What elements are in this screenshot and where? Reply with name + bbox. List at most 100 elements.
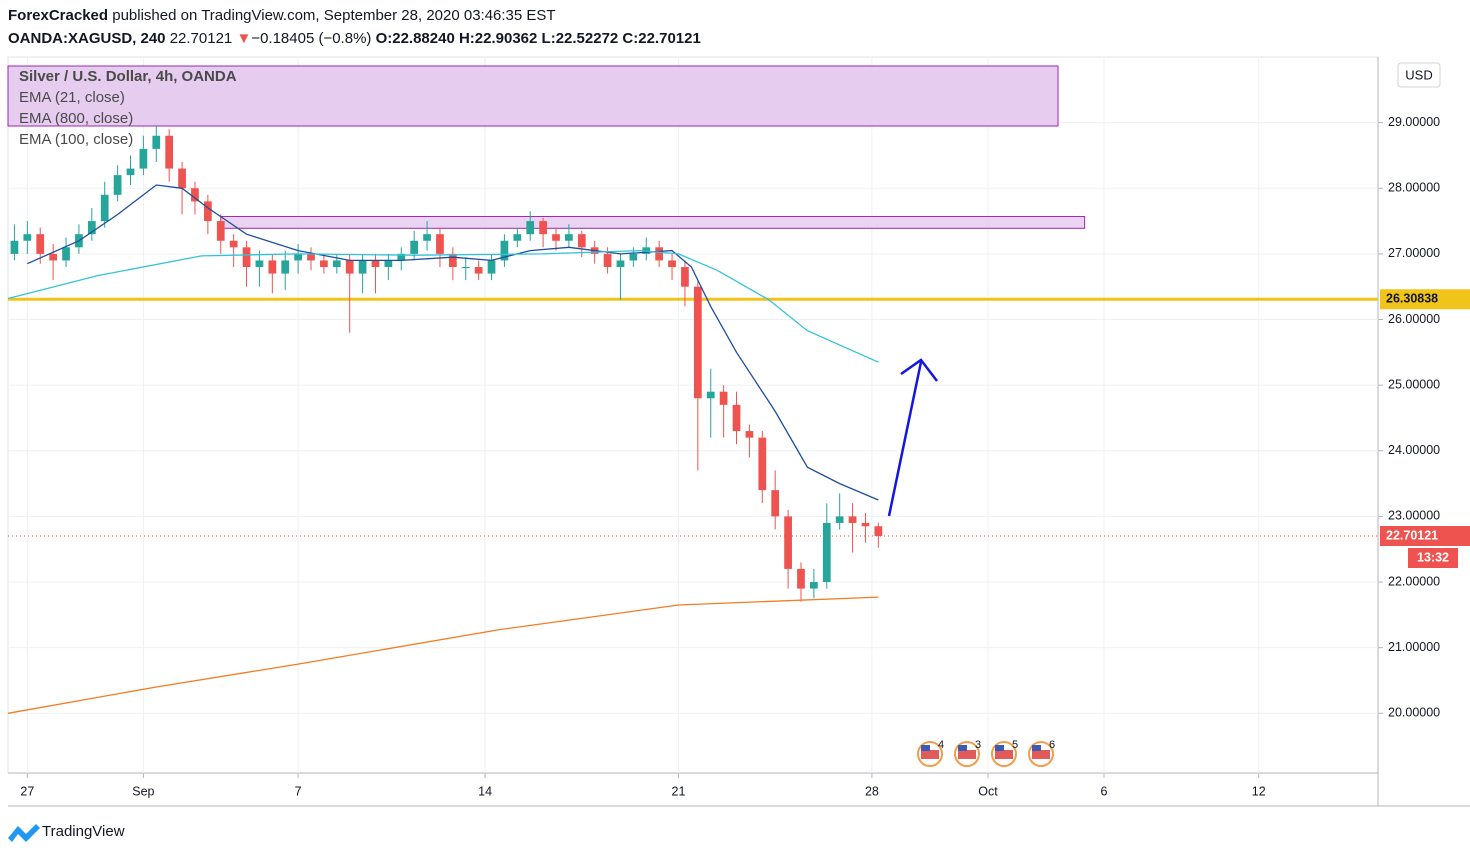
candle-body [693,286,702,399]
event-flag-stripes [1032,750,1050,759]
candle-body [165,135,174,169]
event-flag-canton [958,745,967,751]
candle-body [23,234,32,241]
candle-body [681,267,689,287]
y-tick-label: 28.00000 [1388,181,1440,195]
y-tick-label: 29.00000 [1388,115,1440,129]
event-count: 5 [1012,739,1018,751]
candle-body [797,568,805,589]
last-price-label-bg [1380,526,1470,547]
candle-body [810,582,818,589]
candle-body [629,253,638,261]
candle-body [255,260,264,268]
candle-body [113,175,122,195]
candle-body [500,240,509,261]
support-label: 26.30838 [1386,292,1438,306]
change: −0.18405 (−0.8%) [251,30,371,47]
candle-body [539,221,547,235]
candle-body [423,234,431,241]
y-tick-label: 21.00000 [1388,640,1440,654]
x-tick-label: 7 [295,784,302,798]
currency-button[interactable] [1397,62,1441,88]
candle-body [384,260,393,268]
candle-body [36,234,45,254]
y-tick-label: 22.00000 [1388,574,1440,588]
candle-body [745,431,754,438]
candle-body [139,148,148,169]
candle-body [152,135,161,149]
published: published on TradingView.com, September … [112,7,555,24]
candle-body [603,253,612,268]
candle-body [771,490,780,517]
footer: TradingView [42,823,125,840]
last-price-label: 22.70121 [1386,528,1438,542]
candle-body [758,437,767,491]
support-label-bg [1380,289,1470,310]
candle-body [848,516,857,523]
candle-body [87,221,96,235]
candle-body [474,267,483,274]
last: 22.70121 [170,30,233,47]
x-tick-label: 12 [1252,784,1266,798]
resistance-zone [220,215,1086,229]
legend-entry: EMA (100, close) [19,131,133,148]
event-flag-stripes [958,750,976,759]
countdown-bg [1408,548,1458,569]
legend-entry: EMA (800, close) [19,110,133,127]
legend-box-drawing [7,65,1059,127]
countdown: 13:32 [1417,550,1449,564]
y-tick-label: 27.00000 [1388,246,1440,260]
plot [7,125,1378,714]
candle-body [822,522,831,583]
candle-body [655,247,664,261]
candle-body [526,221,535,235]
candle-body [307,253,315,261]
ema-line [27,184,879,501]
header-line-2: OANDA:XAGUSD, 240 22.70121 ▼−0.18405 (−0… [8,30,701,47]
candle-body [719,391,728,405]
ohlc: O:22.88240 H:22.90362 L:22.52272 C:22.70… [376,30,701,47]
x-tick-label: 21 [672,784,686,798]
event-count: 3 [975,739,981,751]
candle-body [358,260,367,274]
annotation-arrow [887,358,938,517]
candle-body [62,247,70,261]
logo [8,824,40,842]
event-flag-canton [921,745,930,751]
candle-body [784,516,792,569]
candle-body [294,253,302,261]
x-tick-label: 6 [1101,784,1108,798]
candle-body [100,194,109,222]
candle-body [616,260,625,268]
candle-body [732,404,741,432]
x-tick-label: Oct [978,784,998,798]
ema-line [7,249,879,363]
candle-body [216,221,225,241]
candle-body [397,253,406,261]
candle-body [861,522,870,527]
ema-line [7,596,879,714]
candle-body [577,234,586,248]
candle-body [448,253,457,268]
plot-frame [7,56,1379,774]
candle-body [191,188,199,202]
y-tick-label: 25.00000 [1388,377,1440,391]
header-line-1: ForexCracked published on TradingView.co… [8,7,556,24]
symbol: OANDA:XAGUSD, 240 [8,30,166,47]
event-flag-canton [1032,745,1041,751]
candle-body [320,260,328,268]
candle-body [10,240,19,254]
event-count: 6 [1049,739,1055,751]
x-tick-label: 27 [20,784,34,798]
candle-body [874,526,883,537]
legend-title: Silver / U.S. Dollar, 4h, OANDA [19,68,237,85]
author: ForexCracked [8,7,108,24]
candle-body [706,391,715,399]
candle-body [178,168,186,189]
candle-body [668,260,676,268]
candle-body [332,260,341,268]
legend-entry: EMA (21, close) [19,89,125,106]
y-tick-label: 20.00000 [1388,706,1440,720]
